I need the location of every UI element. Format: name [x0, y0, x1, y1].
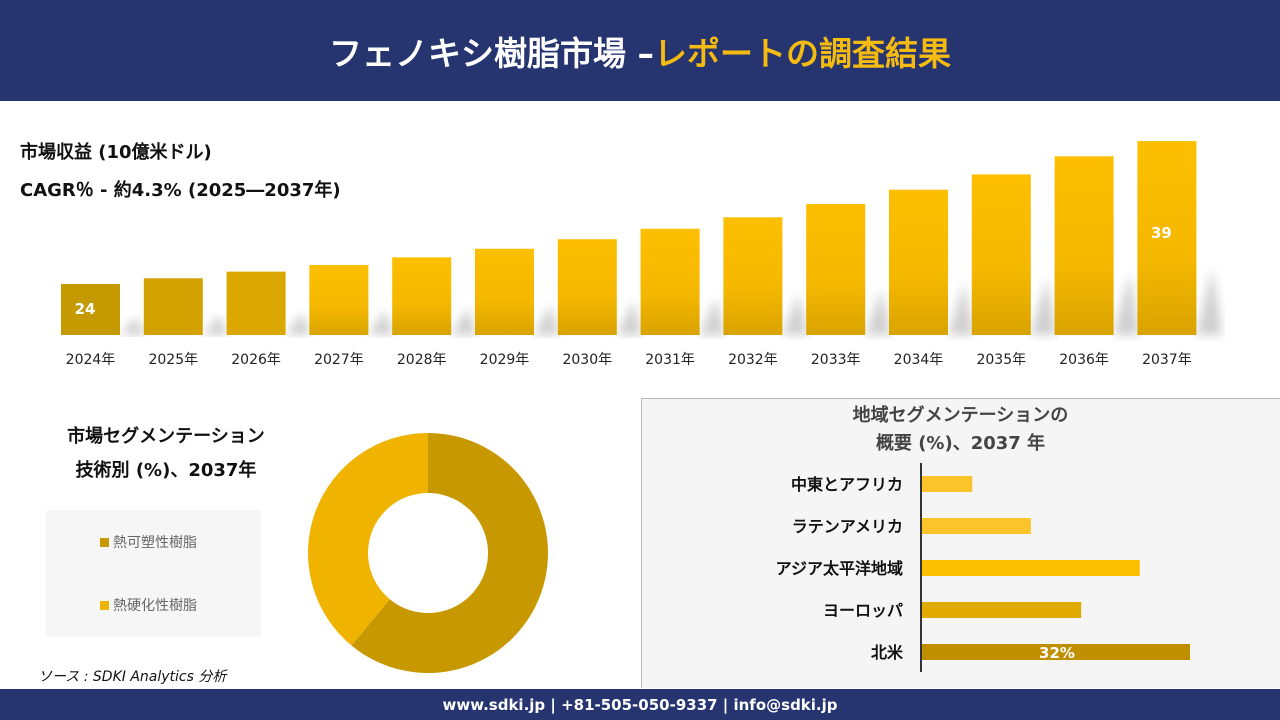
x-tick-label: 2025年: [148, 352, 198, 368]
legend-label: 熱可塑性樹脂: [113, 535, 197, 551]
x-tick-label: 2024年: [66, 352, 116, 368]
revenue-unit-label: 市場収益 (10億米ドル): [20, 142, 212, 163]
region-segment-panel: [641, 398, 1280, 688]
x-tick-label: 2031年: [645, 352, 695, 368]
category-label: ラテンアメリカ: [792, 517, 903, 536]
x-tick-label: 2028年: [397, 352, 447, 368]
bar-shadow: [368, 310, 395, 335]
revenue-bar-chart: 2024年 24 2025年 2026年 2027年 2028年 2029年 2030年 203…: [61, 141, 1223, 368]
bar-shadow: [865, 289, 892, 335]
bar-中東とアフリカ: [922, 476, 973, 492]
source-note: ソース : SDKI Analytics 分析: [38, 669, 227, 685]
data-label: 39: [1151, 224, 1172, 242]
bar-2034年: [889, 189, 948, 335]
donut-legend: 熱可塑性樹脂 熱硬化性樹脂: [46, 510, 261, 637]
bar-shadow: [120, 317, 146, 335]
legend-swatch: [100, 600, 109, 610]
cagr-label: CAGR％ - 約4.3% (2025―2037年): [20, 180, 341, 201]
bar-shadow: [782, 293, 809, 335]
x-tick-label: 2026年: [231, 352, 281, 368]
x-tick-label: 2030年: [562, 352, 612, 368]
data-label: 61%: [535, 609, 560, 627]
bar-2036年: [1054, 156, 1114, 335]
bar-2027年: [309, 264, 369, 335]
technology-donut-chart: 61%: [308, 433, 560, 673]
legend-swatch: [100, 537, 109, 547]
legend-label: 熱硬化性樹脂: [113, 598, 197, 614]
category-label: ヨーロッパ: [823, 601, 903, 620]
segment-title: 市場セグメンテーション 技術別 (%)、2037年: [20, 420, 312, 488]
bar-2029年: [475, 248, 534, 335]
x-tick-label: 2033年: [811, 352, 861, 368]
bar-2037年: [1137, 141, 1197, 335]
data-label: 32%: [1039, 644, 1075, 662]
donut-slice-1: [308, 433, 428, 646]
bar-shadow: [285, 312, 312, 335]
bar-2030年: [557, 239, 617, 335]
legend-item-thermoset: 熱硬化性樹脂: [100, 595, 197, 615]
bar-shadow: [699, 297, 726, 335]
region-title: 地域セグメンテーションの 概要 (%)、2037 年: [641, 402, 1280, 458]
bar-shadow: [1113, 272, 1140, 335]
x-tick-label: 2035年: [976, 352, 1026, 368]
x-tick-label: 2037年: [1142, 352, 1192, 368]
bar-shadow: [616, 301, 643, 335]
bar-2025年: [143, 278, 203, 335]
bar-shadow: [1030, 278, 1057, 335]
x-tick-label: 2034年: [894, 352, 944, 368]
x-tick-label: 2032年: [728, 352, 778, 368]
bar-shadow: [451, 307, 478, 335]
bar-ラテンアメリカ: [922, 518, 1031, 534]
bar-2031年: [640, 228, 700, 335]
region-title-line1: 地域セグメンテーションの: [852, 405, 1069, 426]
bar-ヨーロッパ: [922, 602, 1082, 618]
segment-title-line1: 市場セグメンテーション: [67, 426, 265, 447]
bar-アジア太平洋地域: [922, 560, 1140, 576]
x-tick-label: 2027年: [314, 352, 364, 368]
category-label: 中東とアフリカ: [791, 475, 903, 494]
legend-item-thermoplastic: 熱可塑性樹脂: [100, 532, 197, 552]
report-title-accent: レポートの調査結果: [654, 33, 951, 73]
bar-2032年: [723, 217, 783, 335]
header-banner: フェノキシ樹脂市場 – レポートの調査結果: [0, 0, 1280, 101]
segment-title-line2: 技術別 (%)、2037年: [75, 460, 257, 481]
data-label: 24: [75, 300, 96, 318]
donut-slice-0: [351, 433, 548, 673]
category-label: アジア太平洋地域: [776, 559, 903, 578]
bar-2033年: [806, 203, 866, 335]
bar-shadow: [1196, 267, 1223, 335]
bar-shadow: [534, 304, 560, 335]
x-tick-label: 2029年: [480, 352, 530, 368]
bar-2026年: [226, 271, 286, 335]
report-title: フェノキシ樹脂市場 –: [329, 33, 654, 73]
bar-shadow: [948, 284, 974, 335]
bar-2024年: [61, 284, 120, 335]
region-title-line2: 概要 (%)、2037 年: [875, 433, 1046, 454]
x-tick-label: 2036年: [1059, 352, 1109, 368]
bar-2035年: [971, 174, 1031, 335]
footer-contact: www.sdki.jp | +81-505-050-9337 | info@sd…: [0, 689, 1280, 720]
category-label: 北米: [871, 643, 904, 662]
bar-北米: [922, 644, 1190, 660]
bar-2028年: [392, 257, 452, 335]
bar-shadow: [202, 315, 229, 335]
